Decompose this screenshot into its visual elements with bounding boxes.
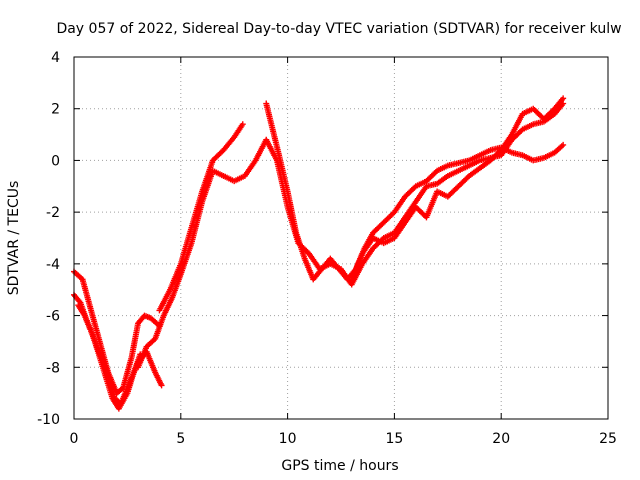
y-tick-label: 2	[51, 102, 60, 118]
x-tick-label: 25	[599, 431, 617, 447]
data-series-4	[156, 121, 246, 314]
x-tick-label: 10	[279, 431, 297, 447]
data-point	[239, 121, 246, 128]
y-tick-label: -6	[46, 309, 60, 325]
y-tick-label: -2	[46, 205, 60, 221]
y-tick-label: -10	[37, 412, 60, 428]
chart-title: Day 057 of 2022, Sidereal Day-to-day VTE…	[56, 21, 621, 37]
data-series-5	[263, 100, 567, 283]
data-point	[76, 298, 83, 305]
data-point	[560, 141, 567, 148]
x-tick-label: 0	[70, 431, 79, 447]
y-tick-label: -4	[46, 257, 60, 273]
y-axis-label: SDTVAR / TECUs	[6, 181, 22, 296]
data-point	[560, 95, 567, 102]
plot-frame	[73, 56, 609, 420]
x-axis-label: GPS time / hours	[281, 458, 398, 474]
data-series	[71, 95, 567, 412]
x-tick-label: 5	[176, 431, 185, 447]
grid	[74, 57, 608, 419]
y-tick-label: -8	[46, 360, 60, 376]
x-tick-label: 15	[385, 431, 403, 447]
axis-ticks: 0 5 10 15 20 25 -10 -8 -6 -4 -2 0 2 4	[37, 50, 617, 447]
data-series-6	[348, 95, 567, 283]
data-point	[158, 382, 165, 389]
y-tick-label: 4	[51, 50, 60, 66]
data-series-0	[71, 268, 163, 397]
x-tick-label: 20	[492, 431, 510, 447]
y-tick-label: 0	[51, 153, 60, 169]
